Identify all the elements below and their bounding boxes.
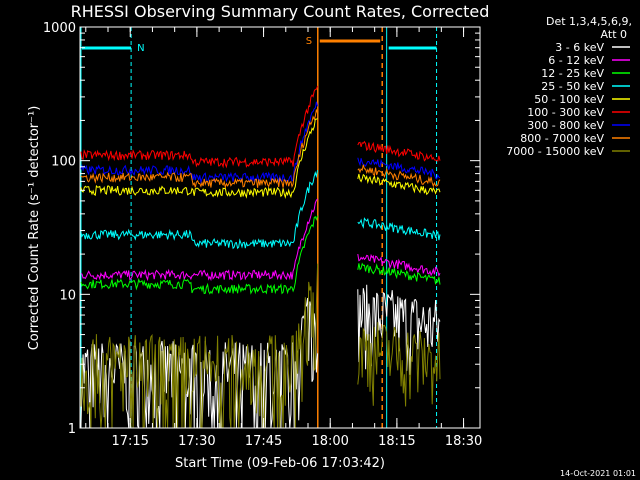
footer-date: 14-Oct-2021 01:01: [560, 469, 636, 478]
series-line-6-post: [357, 157, 441, 180]
series-line-7-pre: [80, 109, 319, 190]
axes: 1 10 100 1000 17:15 17:30 17:45 18:00 18:15 18:30: [43, 21, 482, 449]
series-line-3-post: [357, 217, 441, 241]
series-line-1-pre: [80, 198, 318, 282]
x-tick-label-4: 18:15: [378, 434, 415, 449]
x-tick-label-0: 17:15: [111, 434, 148, 449]
y-tick-label-2: 100: [51, 155, 76, 170]
series-line-8-pre: [80, 263, 319, 429]
legend-label-5: 100 - 300 keV: [527, 106, 604, 119]
series-line-4-post: [357, 173, 441, 196]
y-tick-label-1: 10: [59, 288, 76, 303]
legend-label-6: 300 - 800 keV: [527, 119, 604, 132]
plot-frame: [79, 26, 481, 429]
legend-title-line-2: Att 0: [601, 28, 627, 41]
series-line-2-post: [357, 262, 441, 285]
series-line-3-pre: [80, 170, 319, 250]
legend-label-3: 25 - 50 keV: [541, 80, 604, 93]
y-axis-label: Corrected Count Rate (s⁻¹ detector⁻¹): [27, 106, 42, 351]
night-label: N: [137, 43, 144, 54]
series-line-2-pre: [80, 215, 319, 295]
y-tick-label-3: 1000: [43, 21, 76, 36]
x-axis-label: Start Time (09-Feb-06 17:03:42): [175, 456, 385, 471]
legend-label-2: 12 - 25 keV: [541, 67, 604, 80]
legend-label-1: 6 - 12 keV: [548, 54, 604, 67]
series-line-8-post: [357, 322, 441, 407]
x-tick-label-2: 17:45: [245, 434, 282, 449]
series-line-5-post: [357, 140, 441, 162]
legend-label-7: 800 - 7000 keV: [520, 132, 604, 145]
x-tick-label-5: 18:30: [445, 434, 482, 449]
series-line-6-pre: [80, 101, 319, 184]
x-tick-label-1: 17:30: [178, 434, 215, 449]
legend-label-8: 7000 - 15000 keV: [506, 145, 604, 158]
chart-title: RHESSI Observing Summary Count Rates, Co…: [71, 2, 490, 21]
series-line-7-post: [357, 164, 441, 188]
legend-title-line-1: Det 1,3,4,5,6,9,: [546, 15, 632, 28]
series-line-4-pre: [80, 118, 318, 199]
plot-area: NS: [80, 27, 441, 429]
series-line-5-pre: [80, 85, 319, 169]
series-line-1-post: [357, 253, 441, 277]
legend-label-0: 3 - 6 keV: [555, 41, 604, 54]
legend-label-4: 50 - 100 keV: [534, 93, 604, 106]
saa-label: S: [306, 36, 312, 47]
x-tick-label-3: 18:00: [311, 434, 348, 449]
y-tick-label-0: 1: [68, 422, 76, 437]
